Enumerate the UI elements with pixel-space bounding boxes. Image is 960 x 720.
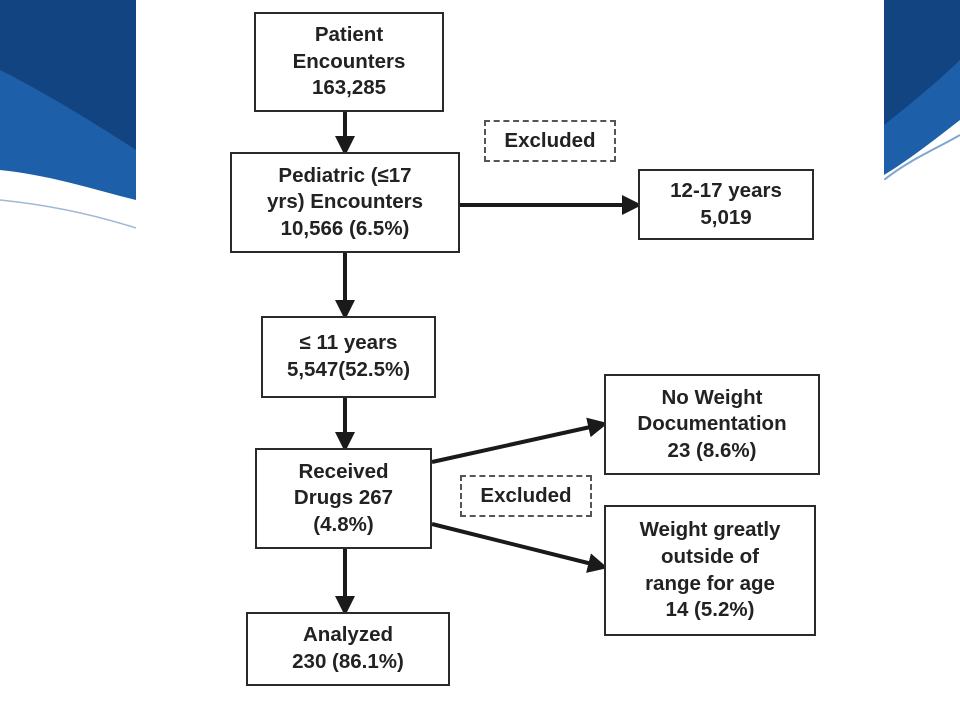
slide-decoration-left [0,0,136,229]
excluded-label-bottom-text: Excluded [480,484,572,507]
box-under-11-years-text: ≤ 11 years 5,547(52.5%) [286,331,411,381]
box-received-drugs: Received Drugs 267 (4.8%) [255,448,432,549]
box-under-11-years: ≤ 11 years 5,547(52.5%) [261,316,436,398]
box-patient-encounters-text: Patient Encounters 163,285 [292,23,406,100]
box-12-17-years: 12-17 years 5,019 [638,169,814,240]
box-no-weight-documentation: No Weight Documentation 23 (8.6%) [604,374,820,475]
box-pediatric-encounters: Pediatric (≤17 yrs) Encounters 10,566 (6… [230,152,460,253]
box-received-drugs-text: Received Drugs 267 (4.8%) [293,459,394,536]
box-weight-outside-range-text: Weight greatly outside of range for age … [639,518,781,622]
slide-decoration-right [884,0,960,180]
box-weight-outside-range: Weight greatly outside of range for age … [604,505,816,636]
box-pediatric-encounters-text: Pediatric (≤17 yrs) Encounters 10,566 (6… [266,163,424,240]
excluded-label-bottom: Excluded [460,475,592,517]
box-patient-encounters: Patient Encounters 163,285 [254,12,444,112]
excluded-label-top: Excluded [484,120,616,162]
box-analyzed: Analyzed 230 (86.1%) [246,612,450,686]
excluded-label-top-text: Excluded [504,129,596,152]
box-no-weight-documentation-text: No Weight Documentation 23 (8.6%) [637,385,787,462]
box-12-17-years-text: 12-17 years 5,019 [670,178,782,229]
box-analyzed-text: Analyzed 230 (86.1%) [292,623,404,673]
